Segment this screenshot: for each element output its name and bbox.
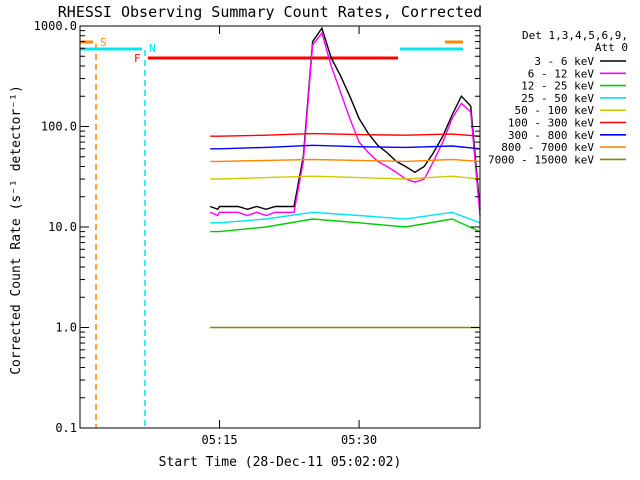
x-tick-label: 05:15	[201, 433, 237, 447]
legend-header-line1: Det 1,3,4,5,6,9,	[522, 29, 628, 42]
series-line-2	[210, 218, 481, 233]
series-line-0	[209, 26, 481, 211]
series-line-6	[210, 144, 481, 150]
y-axis-label: Corrected Count Rate (s⁻¹ detector⁻¹)	[9, 85, 24, 375]
flag-label-f: F	[134, 52, 141, 65]
y-tick-label: 1.0	[55, 321, 77, 335]
y-tick-label: 10.0	[48, 220, 77, 234]
x-axis-label: Start Time (28-Dec-11 05:02:02)	[159, 455, 402, 470]
y-tick-label: 100.0	[41, 120, 77, 134]
legend-entry-label: 50 - 100 keV	[515, 104, 595, 117]
series-group	[209, 26, 481, 329]
legend-header-line2: Att 0	[595, 41, 628, 54]
series-line-4	[210, 175, 481, 180]
flag-label-s: S	[100, 36, 107, 49]
legend-entry-label: 3 - 6 keV	[534, 55, 594, 68]
legend-entry-label: 300 - 800 keV	[508, 129, 594, 142]
legend-entry-label: 7000 - 15000 keV	[488, 153, 594, 166]
series-line-5	[210, 132, 481, 137]
y-tick-label: 1000.0	[34, 19, 77, 33]
series-line-1	[209, 31, 481, 217]
flag-label-n: N	[149, 42, 156, 55]
series-line-7	[210, 158, 481, 163]
axes: 05:15 05:30 0.1 1.0 10.0 100.0 1000.0	[34, 19, 481, 447]
legend-entry-label: 12 - 25 keV	[521, 80, 594, 93]
legend-entry-label: 6 - 12 keV	[528, 67, 595, 80]
flag-markers: S NF	[80, 36, 463, 428]
x-tick-label: 05:30	[341, 433, 377, 447]
chart-title: RHESSI Observing Summary Count Rates, Co…	[58, 3, 482, 21]
legend-entry-label: 800 - 7000 keV	[501, 141, 594, 154]
series-line-3	[210, 211, 481, 224]
y-tick-label: 0.1	[55, 421, 77, 435]
legend-entry-label: 25 - 50 keV	[521, 92, 594, 105]
legend-entry-label: 100 - 300 keV	[508, 117, 594, 130]
